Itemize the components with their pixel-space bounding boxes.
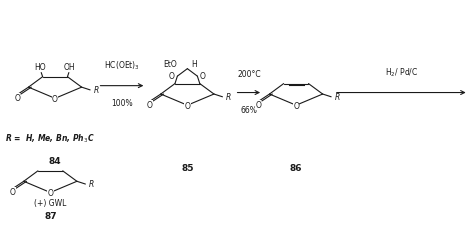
Text: R =  H, Me, Bn, Ph$_3$C: R = H, Me, Bn, Ph$_3$C [5, 132, 95, 145]
Text: EtO: EtO [163, 60, 177, 69]
Text: R: R [93, 86, 99, 95]
Text: 85: 85 [181, 164, 193, 173]
Text: 86: 86 [290, 164, 302, 173]
Text: R: R [226, 93, 231, 102]
Text: 100%: 100% [111, 99, 133, 108]
Text: O: O [255, 100, 261, 109]
Text: 87: 87 [44, 212, 56, 221]
Text: (+) GWL: (+) GWL [34, 199, 66, 208]
Text: O: O [184, 102, 191, 111]
Text: R: R [335, 93, 340, 102]
Text: O: O [9, 188, 15, 197]
Text: 200°C: 200°C [237, 70, 261, 79]
Text: 66%: 66% [240, 106, 257, 115]
Text: O: O [14, 94, 20, 103]
Text: O: O [146, 100, 152, 109]
Text: OH: OH [64, 63, 76, 72]
Text: O: O [47, 189, 53, 198]
Text: R: R [89, 180, 94, 189]
Text: H$_2$/ Pd/C: H$_2$/ Pd/C [384, 66, 418, 79]
Text: O: O [293, 102, 299, 111]
Text: HO: HO [35, 63, 46, 72]
Text: HC(OEt)$_3$: HC(OEt)$_3$ [104, 59, 140, 72]
Text: O: O [52, 95, 58, 104]
Text: O: O [200, 72, 206, 81]
Text: 84: 84 [49, 157, 61, 166]
Text: O: O [169, 72, 174, 81]
Text: H: H [191, 60, 197, 69]
